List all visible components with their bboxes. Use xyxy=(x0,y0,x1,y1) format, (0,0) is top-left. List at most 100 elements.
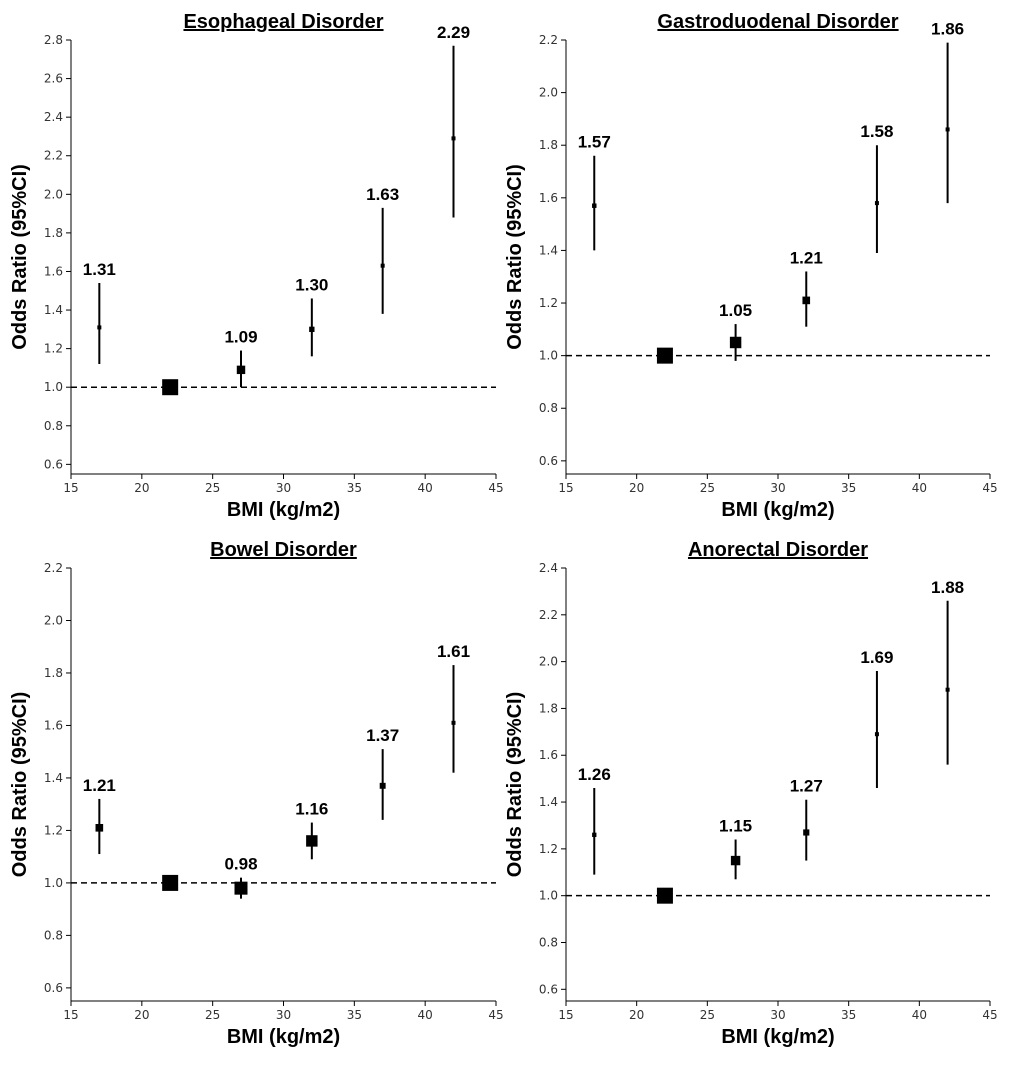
data-label: 1.27 xyxy=(790,777,823,796)
y-tick-label: 1.2 xyxy=(44,823,63,837)
x-tick-label: 30 xyxy=(770,481,785,495)
x-tick-label: 40 xyxy=(912,481,927,495)
x-tick-label: 45 xyxy=(488,481,503,495)
data-point-marker xyxy=(234,881,248,895)
x-axis-label: BMI (kg/m2) xyxy=(721,1026,834,1048)
data-label: 1.15 xyxy=(719,817,752,836)
x-tick-label: 35 xyxy=(841,1008,856,1022)
x-tick-label: 15 xyxy=(558,1008,573,1022)
x-tick-label: 30 xyxy=(276,1008,291,1022)
x-tick-label: 35 xyxy=(347,481,362,495)
data-point-marker xyxy=(656,887,673,904)
y-tick-label: 1.4 xyxy=(539,243,558,257)
data-label: 2.29 xyxy=(437,23,470,42)
data-point-marker xyxy=(874,201,879,206)
chart-panel-2: Gastroduodenal Disorder 15 20 25 30 35 40 45 0.6… xyxy=(504,11,998,521)
y-tick-label: 1.4 xyxy=(44,771,63,785)
data-point-marker xyxy=(309,326,315,332)
data-point-marker xyxy=(802,296,811,305)
data-point-marker xyxy=(162,874,179,891)
x-axis-label: BMI (kg/m2) xyxy=(721,499,834,521)
x-tick-label: 20 xyxy=(629,1008,644,1022)
data-label: 1.88 xyxy=(931,578,964,597)
y-tick-label: 2.0 xyxy=(44,613,63,627)
x-tick-label: 40 xyxy=(418,1008,433,1022)
y-tick-label: 1.2 xyxy=(539,842,558,856)
y-tick-label: 1.0 xyxy=(539,889,558,903)
data-point-marker xyxy=(380,263,385,268)
y-tick-label: 2.2 xyxy=(44,149,63,163)
y-tick-label: 2.8 xyxy=(44,33,63,47)
y-tick-label: 1.0 xyxy=(539,349,558,363)
y-tick-label: 1.6 xyxy=(44,264,63,278)
y-tick-label: 0.8 xyxy=(44,928,63,942)
x-tick-label: 30 xyxy=(276,481,291,495)
x-tick-label: 45 xyxy=(488,1008,503,1022)
y-tick-label: 1.4 xyxy=(44,303,63,317)
x-tick-label: 15 xyxy=(63,1008,78,1022)
data-label: 1.61 xyxy=(437,642,470,661)
y-axis-label: Odds Ratio (95%CI) xyxy=(9,692,31,878)
data-label: 1.16 xyxy=(295,800,328,819)
x-tick-label: 45 xyxy=(982,481,997,495)
data-point-marker xyxy=(945,127,950,132)
data-point-marker xyxy=(592,203,597,208)
y-tick-label: 2.6 xyxy=(44,72,63,86)
y-tick-label: 1.0 xyxy=(44,380,63,394)
y-tick-label: 1.8 xyxy=(539,138,558,152)
y-tick-label: 2.4 xyxy=(44,110,63,124)
y-axis-label: Odds Ratio (95%CI) xyxy=(504,164,526,350)
data-label: 1.37 xyxy=(366,726,399,745)
data-label: 1.30 xyxy=(295,275,328,294)
data-point-marker xyxy=(379,782,386,789)
x-tick-label: 35 xyxy=(347,1008,362,1022)
data-point-marker xyxy=(451,720,456,725)
y-tick-label: 0.6 xyxy=(539,982,558,996)
chart-panel-1: Esophageal Disorder 15 20 25 30 35 40 45 0.6 0.8 1… xyxy=(9,11,504,521)
data-label: 1.21 xyxy=(83,776,116,795)
y-tick-label: 0.6 xyxy=(44,981,63,995)
y-tick-label: 2.0 xyxy=(539,655,558,669)
y-tick-label: 1.8 xyxy=(44,666,63,680)
x-tick-label: 45 xyxy=(982,1008,997,1022)
y-tick-label: 0.8 xyxy=(44,419,63,433)
data-label: 1.05 xyxy=(719,301,752,320)
data-label: 0.98 xyxy=(224,855,257,874)
data-point-marker xyxy=(95,823,104,832)
x-tick-label: 25 xyxy=(700,1008,715,1022)
y-tick-label: 1.4 xyxy=(539,795,558,809)
data-label: 1.58 xyxy=(860,122,893,141)
data-point-marker xyxy=(729,336,742,349)
x-tick-label: 20 xyxy=(134,1008,149,1022)
y-axis-label: Odds Ratio (95%CI) xyxy=(9,164,31,350)
data-point-marker xyxy=(451,136,456,141)
y-tick-label: 2.2 xyxy=(44,561,63,575)
x-tick-label: 15 xyxy=(558,481,573,495)
data-label: 1.69 xyxy=(860,648,893,667)
data-point-marker xyxy=(656,347,673,364)
y-tick-label: 0.6 xyxy=(539,454,558,468)
x-tick-label: 40 xyxy=(418,481,433,495)
data-label: 1.09 xyxy=(224,328,257,347)
data-label: 1.86 xyxy=(931,20,964,39)
y-tick-label: 2.2 xyxy=(539,608,558,622)
y-tick-label: 2.0 xyxy=(44,187,63,201)
data-point-marker xyxy=(730,855,741,866)
data-label: 1.57 xyxy=(578,133,611,152)
y-tick-label: 1.8 xyxy=(44,226,63,240)
data-point-marker xyxy=(592,832,597,837)
chart-panel-4: Anorectal Disorder 15 20 25 30 35 40 45 0.6 0.8 1.… xyxy=(504,539,998,1048)
data-point-marker xyxy=(803,829,810,836)
data-point-marker xyxy=(306,835,318,847)
x-tick-label: 25 xyxy=(205,1008,220,1022)
data-label: 1.31 xyxy=(83,260,116,279)
x-tick-label: 20 xyxy=(629,481,644,495)
y-tick-label: 1.2 xyxy=(539,296,558,310)
chart-panel-3: Bowel Disorder 15 20 25 30 35 40 45 0.6 0.8 1.0 1.2… xyxy=(9,539,504,1048)
x-tick-label: 25 xyxy=(205,481,220,495)
data-point-marker xyxy=(945,687,950,692)
y-tick-label: 0.6 xyxy=(44,457,63,471)
y-tick-label: 0.8 xyxy=(539,401,558,415)
y-tick-label: 2.4 xyxy=(539,561,558,575)
